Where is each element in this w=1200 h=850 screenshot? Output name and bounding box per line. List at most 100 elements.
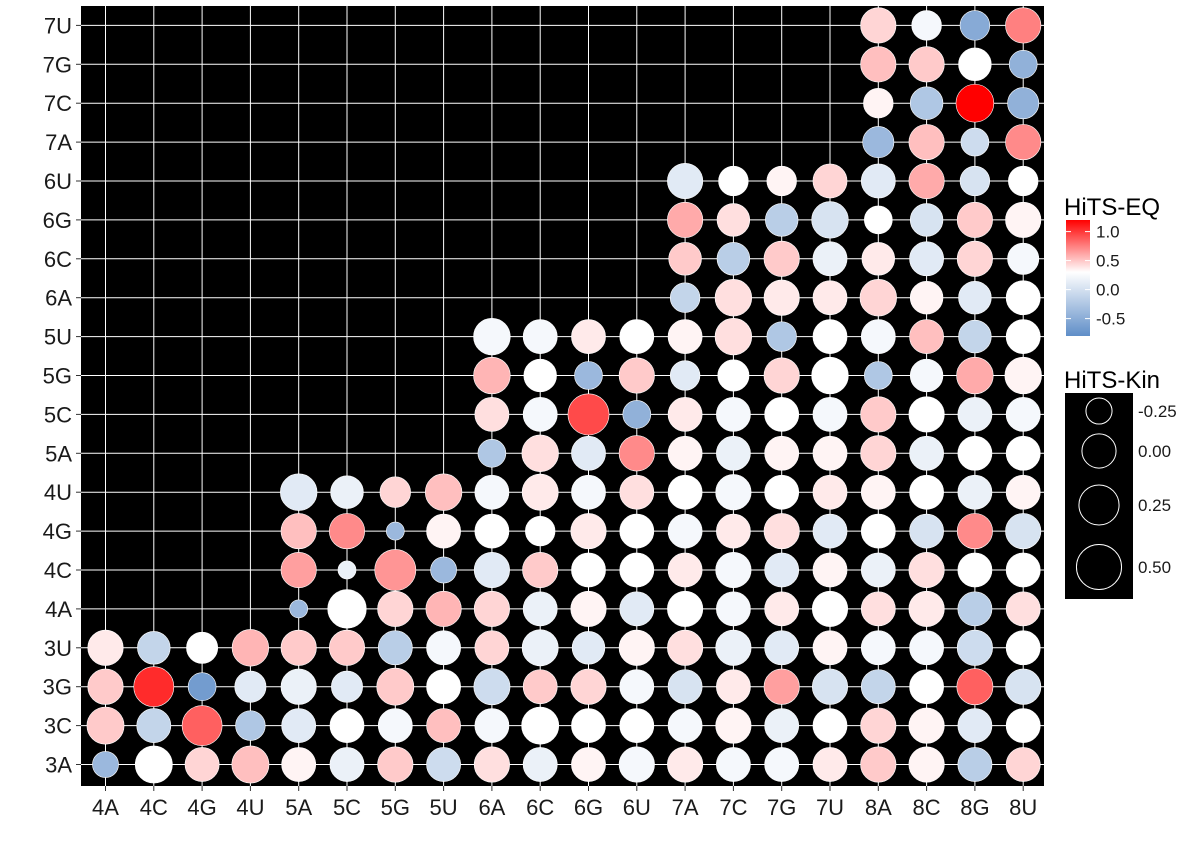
- bubble-5G-6U: [618, 357, 655, 394]
- bubble-6U-7A: [667, 162, 704, 200]
- bubble-3A-4G: [184, 747, 220, 782]
- bubble-4A-7G: [764, 591, 800, 627]
- bubble-3A-7U: [812, 747, 848, 782]
- bubble-6A-7G: [763, 279, 800, 316]
- bubble-4A-8A: [860, 591, 896, 627]
- bubble-3C-5A: [281, 708, 317, 743]
- bubble-5A-7U: [812, 435, 848, 471]
- y-axis: 3A 3C 3G 3U 4A 4C 4G 4U 5A 5C 5G 5U 6A 6C 6G 6U 7A 7C 7G 7U: [43, 13, 81, 778]
- bubble-4U-8U: [1005, 474, 1041, 510]
- bubble-3U-7U: [812, 630, 848, 666]
- bubble-6C-8U: [1007, 242, 1040, 275]
- bubble-3U-4A: [87, 629, 124, 666]
- bubble-3U-8A: [860, 630, 896, 666]
- bubble-3U-4G: [186, 631, 219, 664]
- bubble-4C-5U: [430, 556, 457, 584]
- y-tick-label: 4A: [45, 597, 72, 622]
- bubble-4G-8A: [860, 513, 896, 549]
- x-tick-label: 4C: [140, 795, 168, 820]
- bubble-4U-5A: [280, 473, 318, 511]
- bubble-5G-7A: [669, 360, 701, 391]
- bubble-6G-8C: [909, 203, 944, 237]
- bubble-3G-5A: [280, 668, 317, 705]
- size-legend-circle: [1081, 433, 1117, 469]
- size-legend-circle: [1078, 484, 1120, 526]
- bubble-3G-4U: [234, 670, 267, 703]
- plot-panel: [81, 6, 1044, 786]
- bubble-3U-6G: [571, 631, 606, 665]
- x-tick-label: 4A: [92, 795, 119, 820]
- bubble-3G-5U: [426, 669, 461, 705]
- bubble-3C-4A: [86, 706, 125, 745]
- bubble-3A-4C: [134, 745, 173, 784]
- bubble-4U-8G: [957, 474, 993, 510]
- bubble-6U-8C: [908, 162, 945, 200]
- bubble-6U-8A: [860, 163, 896, 199]
- bubble-5C-7U: [812, 397, 848, 432]
- bubble-3U-5U: [426, 630, 461, 666]
- y-tick-label: 7U: [44, 13, 72, 38]
- color-legend-bar: [1066, 220, 1090, 336]
- bubble-4C-7C: [715, 551, 752, 589]
- bubble-3A-7G: [764, 747, 800, 782]
- bubble-5U-6C: [522, 319, 558, 354]
- bubble-5U-7U: [812, 319, 848, 354]
- bubble-3C-8C: [908, 707, 945, 744]
- bubble-4G-7A: [667, 513, 703, 549]
- y-tick-label: 3C: [44, 714, 72, 739]
- bubble-3G-7C: [716, 669, 751, 705]
- bubble-5C-7A: [667, 397, 703, 432]
- bubble-4U-7A: [667, 474, 703, 510]
- bubble-4A-6G: [570, 590, 607, 627]
- bubble-4U-7C: [715, 474, 752, 511]
- bubble-5G-6G: [574, 361, 603, 390]
- bubble-4U-8C: [909, 474, 944, 510]
- x-tick-label: 6C: [526, 795, 554, 820]
- bubble-3U-8C: [909, 630, 944, 666]
- bubble-5A-8C: [909, 435, 944, 471]
- bubble-3A-8A: [860, 746, 897, 783]
- bubble-5U-6A: [473, 317, 511, 356]
- bubble-3C-5G: [377, 708, 413, 743]
- bubble-6G-7C: [716, 203, 751, 237]
- bubble-7A-8G: [960, 127, 990, 157]
- bubble-4C-5C: [337, 560, 357, 580]
- bubble-4C-6C: [522, 551, 559, 589]
- x-tick-label: 4U: [236, 795, 264, 820]
- bubble-4U-6U: [619, 474, 655, 510]
- bubble-3U-6A: [474, 630, 510, 666]
- bubble-3G-4C: [133, 666, 175, 708]
- bubble-3A-8C: [908, 746, 945, 783]
- bubble-4U-5U: [424, 473, 463, 511]
- bubble-5U-7C: [714, 317, 753, 356]
- bubble-4A-5A: [289, 599, 309, 619]
- bubble-6A-7A: [669, 282, 701, 313]
- bubble-5C-6U: [622, 400, 652, 429]
- y-tick-label: 7A: [45, 130, 72, 155]
- bubble-3C-4U: [235, 710, 266, 741]
- bubble-5C-7G: [764, 397, 800, 432]
- bubble-5C-8A: [860, 396, 897, 433]
- bubble-5A-6G: [571, 435, 606, 471]
- bubble-7U-8G: [959, 10, 991, 41]
- bubble-6C-7A: [668, 242, 702, 276]
- bubble-5G-8C: [909, 358, 944, 393]
- bubble-4C-6G: [571, 552, 606, 588]
- bubble-3G-7G: [763, 668, 800, 705]
- bubble-4U-6C: [521, 473, 559, 511]
- bubble-3C-8G: [957, 708, 993, 743]
- y-tick-label: 3U: [44, 636, 72, 661]
- y-tick-label: 4C: [44, 558, 72, 583]
- bubble-3A-5U: [426, 747, 461, 782]
- bubble-3C-7U: [812, 708, 848, 743]
- bubble-5G-6A: [473, 356, 511, 395]
- bubble-5C-8C: [908, 396, 945, 433]
- bubble-4G-5C: [328, 513, 366, 550]
- bubble-3A-5C: [329, 747, 365, 782]
- bubbles: [86, 7, 1042, 784]
- bubble-6G-7A: [667, 201, 704, 238]
- bubble-6C-7U: [812, 241, 848, 277]
- bubble-6A-7C: [714, 279, 753, 317]
- bubble-3C-6G: [571, 708, 606, 743]
- bubble-5G-7C: [717, 359, 750, 392]
